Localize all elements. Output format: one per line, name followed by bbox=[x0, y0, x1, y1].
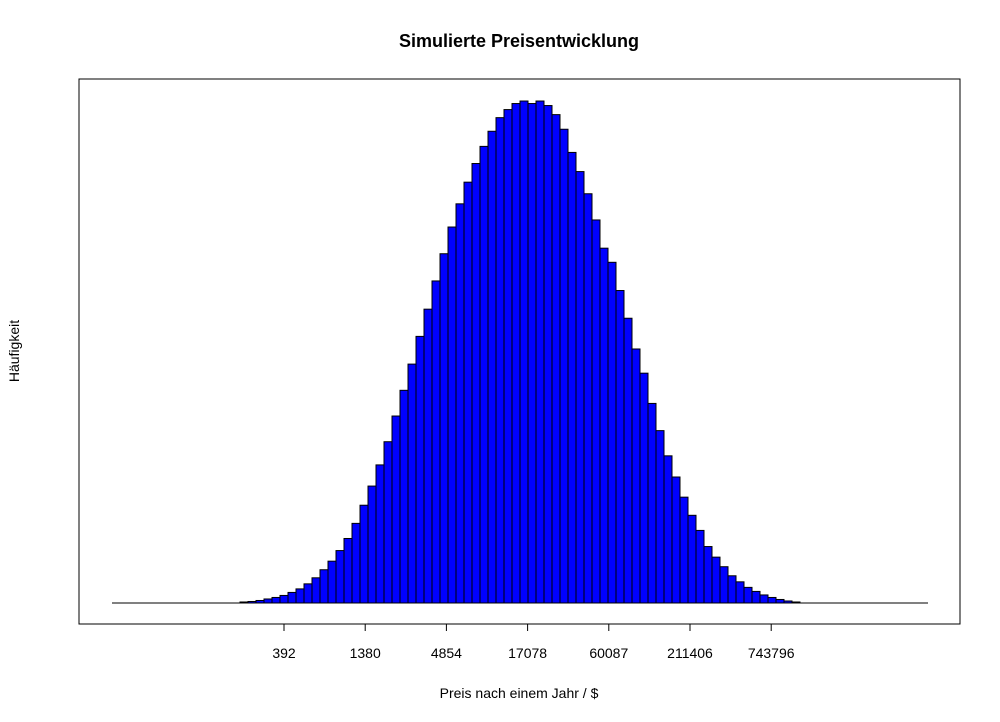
histogram-bar bbox=[711, 556, 721, 604]
x-axis-label: Preis nach einem Jahr / $ bbox=[440, 685, 599, 701]
histogram-bar bbox=[303, 583, 313, 604]
histogram-bar bbox=[527, 103, 537, 604]
histogram-bar bbox=[735, 581, 745, 604]
histogram-bar bbox=[375, 464, 385, 604]
histogram-bar bbox=[655, 430, 665, 604]
x-tick-label: 60087 bbox=[589, 645, 628, 661]
x-tick-label: 743796 bbox=[748, 645, 795, 661]
histogram-bar bbox=[327, 560, 337, 604]
histogram-bar bbox=[671, 476, 681, 604]
histogram-bar bbox=[343, 537, 353, 604]
histogram-bar bbox=[623, 317, 633, 604]
y-axis-label: Häufigkeit bbox=[6, 320, 22, 382]
histogram-bar bbox=[783, 600, 793, 604]
histogram-bar bbox=[495, 117, 505, 604]
histogram-bar bbox=[455, 203, 465, 604]
histogram-bar bbox=[647, 402, 657, 604]
histogram-bar bbox=[719, 566, 729, 604]
histogram-bar bbox=[447, 226, 457, 604]
x-tick-label: 211406 bbox=[667, 645, 713, 661]
histogram-bar bbox=[359, 504, 369, 604]
histogram-bar bbox=[551, 114, 561, 604]
histogram-bar bbox=[543, 105, 553, 604]
histogram-bar bbox=[295, 588, 305, 604]
histogram-bar bbox=[703, 546, 713, 604]
histogram-bar bbox=[751, 590, 761, 604]
histogram-bar bbox=[439, 253, 449, 604]
histogram-bar bbox=[567, 151, 577, 604]
histogram-bar bbox=[759, 594, 769, 604]
histogram-bar bbox=[407, 363, 417, 604]
histogram-bar bbox=[791, 601, 801, 604]
histogram-bar bbox=[559, 128, 569, 604]
x-axis-ticks: 392 1380 4854 17078 60087 211406 743796 bbox=[272, 623, 795, 661]
histogram-bar bbox=[511, 103, 521, 604]
histogram-bar bbox=[335, 550, 345, 604]
histogram-bar bbox=[351, 522, 361, 604]
histogram-bar bbox=[487, 130, 497, 604]
histogram-bar bbox=[615, 290, 625, 604]
histogram-bar bbox=[583, 193, 593, 604]
histogram-bar bbox=[479, 145, 489, 604]
histogram-bar bbox=[679, 496, 689, 604]
histogram-bar bbox=[271, 596, 281, 604]
histogram-bar bbox=[255, 599, 265, 604]
histogram-bar bbox=[319, 569, 329, 604]
histogram-bar bbox=[607, 261, 617, 604]
histogram-bar bbox=[287, 591, 297, 604]
histogram-bar bbox=[743, 586, 753, 604]
histogram-bar bbox=[399, 389, 409, 604]
histogram-bar bbox=[247, 600, 257, 604]
histogram-bar bbox=[415, 335, 425, 604]
x-tick-label: 1380 bbox=[350, 645, 381, 661]
histogram-bar bbox=[239, 601, 249, 604]
x-tick-label: 17078 bbox=[508, 645, 547, 661]
histogram-bar bbox=[391, 415, 401, 604]
histogram-bar bbox=[423, 308, 433, 604]
histogram-bar bbox=[311, 577, 321, 604]
histogram-bar bbox=[535, 100, 545, 604]
histogram-bar bbox=[383, 441, 393, 604]
histogram-bar bbox=[767, 596, 777, 604]
histogram-bar bbox=[519, 100, 529, 604]
histogram-bar bbox=[263, 598, 273, 604]
histogram-bar bbox=[503, 109, 513, 604]
histogram-bar bbox=[575, 171, 585, 604]
x-tick-label: 392 bbox=[272, 645, 296, 661]
histogram-bar bbox=[471, 163, 481, 604]
histogram-bar bbox=[279, 594, 289, 604]
bars-group bbox=[239, 100, 801, 604]
histogram-bar bbox=[663, 455, 673, 604]
histogram-bar bbox=[727, 575, 737, 604]
histogram-bar bbox=[639, 372, 649, 604]
histogram-bar bbox=[687, 514, 697, 604]
histogram-bar bbox=[631, 348, 641, 604]
x-tick-label: 4854 bbox=[431, 645, 462, 661]
histogram-bar bbox=[463, 181, 473, 604]
histogram-bar bbox=[431, 280, 441, 604]
histogram-bar bbox=[591, 219, 601, 604]
histogram-bar bbox=[367, 485, 377, 604]
histogram-bar bbox=[695, 529, 705, 604]
chart-title: Simulierte Preisentwicklung bbox=[399, 31, 639, 51]
histogram-bar bbox=[599, 247, 609, 604]
histogram-bar bbox=[775, 598, 785, 604]
